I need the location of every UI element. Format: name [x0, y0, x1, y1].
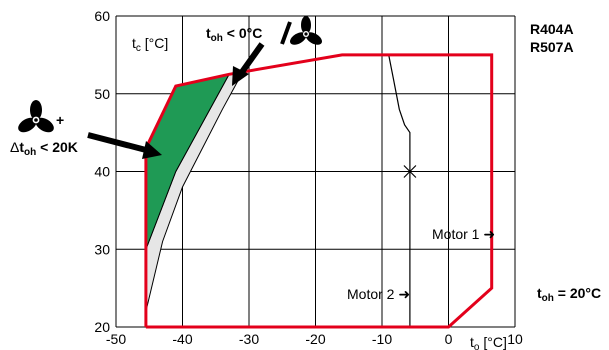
x-axis-label: to [°C] — [470, 334, 507, 350]
fan-icon-left — [18, 100, 54, 133]
fan-icon-top — [290, 16, 322, 45]
tick-labels: -50 -40 -30 -20 -10 0 10 20 30 40 50 60 — [94, 8, 523, 347]
cross-stroke — [403, 165, 417, 178]
y-tick-label: 60 — [94, 8, 110, 24]
refrigerant-label-r404a: R404A — [530, 21, 574, 37]
arrow-top-head — [232, 66, 249, 86]
refrigerant-label-r507a: R507A — [530, 39, 574, 55]
y-tick-label: 40 — [94, 164, 110, 180]
arrow-top — [239, 42, 265, 74]
y-tick-label: 30 — [94, 241, 110, 257]
x-tick-label: -40 — [172, 331, 192, 347]
cross-marker — [403, 165, 417, 178]
y-tick-label: 50 — [94, 86, 110, 102]
x-tick-label: 0 — [445, 331, 453, 347]
arrow-left-head — [142, 141, 162, 159]
plus-sign: + — [56, 112, 64, 128]
x-tick-label: 10 — [507, 331, 523, 347]
motor-2-label: Motor 2 ➜ — [347, 286, 410, 302]
operating-envelope — [144, 53, 494, 329]
toh-below-zero-label: toh < 0°C — [206, 25, 262, 44]
toh-20c-label: toh = 20°C — [537, 285, 601, 304]
x-tick-label: -50 — [106, 331, 126, 347]
x-tick-label: -10 — [372, 331, 392, 347]
y-tick-label: 20 — [94, 319, 110, 335]
motor-1-curve — [388, 54, 411, 327]
x-tick-label: -30 — [239, 331, 259, 347]
slash-divider — [280, 21, 292, 45]
arrow-left — [87, 132, 147, 153]
delta-toh-label: Δtoh < 20K — [10, 139, 78, 158]
motor-1-label: Motor 1 ➜ — [432, 226, 495, 242]
x-tick-label: -20 — [305, 331, 325, 347]
y-axis-label: tc [°C] — [132, 35, 168, 54]
